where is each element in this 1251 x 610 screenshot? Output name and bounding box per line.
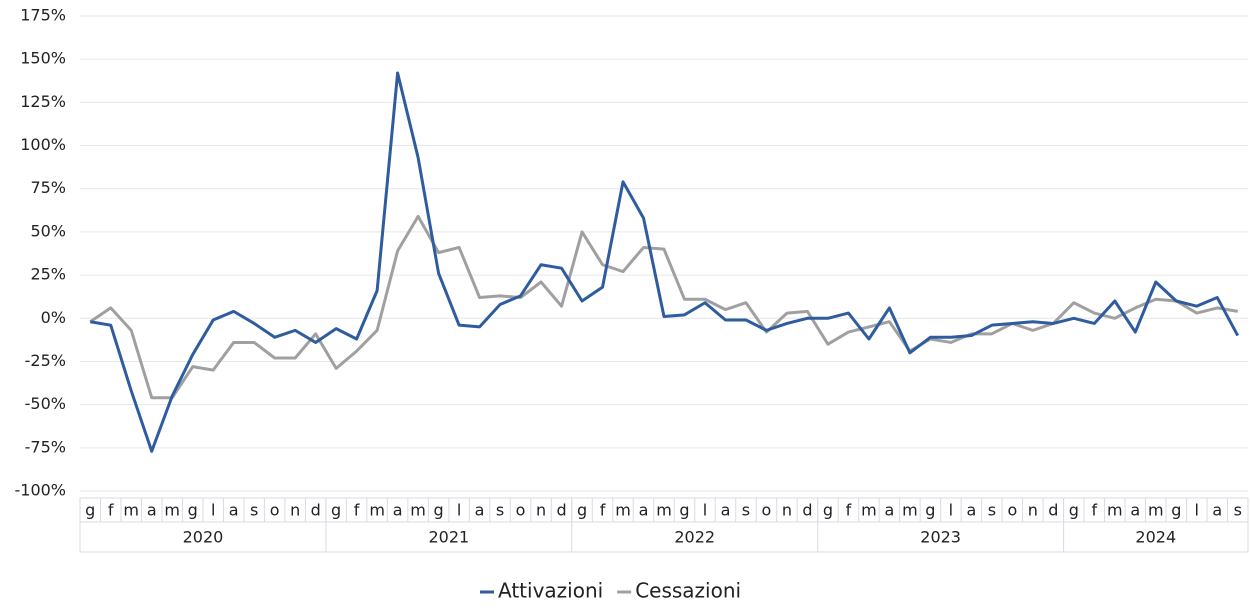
x-tick-label: a: [1130, 501, 1140, 520]
x-tick-label: o: [270, 501, 280, 520]
x-tick-label: m: [1148, 501, 1164, 520]
x-tick-label: o: [762, 501, 772, 520]
x-tick-label: a: [639, 501, 649, 520]
x-tick-label: m: [615, 501, 631, 520]
x-tick-label: d: [802, 501, 812, 520]
legend-label: Cessazioni: [635, 579, 741, 603]
x-tick-label: m: [656, 501, 672, 520]
year-label: 2022: [674, 528, 715, 547]
year-label: 2021: [428, 528, 469, 547]
y-tick-label: -25%: [25, 351, 66, 370]
x-tick-label: m: [861, 501, 877, 520]
x-tick-label: g: [331, 501, 341, 520]
x-tick-label: d: [311, 501, 321, 520]
series-line: [89, 214, 1238, 400]
year-label: 2020: [183, 528, 224, 547]
x-tick-label: d: [556, 501, 566, 520]
x-tick-label: s: [742, 501, 750, 520]
x-tick-label: n: [290, 501, 300, 520]
y-tick-label: 75%: [30, 178, 66, 197]
y-tick-label: 150%: [20, 49, 66, 68]
y-tick-label: 125%: [20, 92, 66, 111]
legend-label: Attivazioni: [498, 579, 603, 603]
x-tick-label: s: [496, 501, 504, 520]
x-tick-label: n: [782, 501, 792, 520]
x-tick-label: g: [679, 501, 689, 520]
x-tick-label: a: [229, 501, 239, 520]
x-tick-label: g: [925, 501, 935, 520]
y-tick-label: 100%: [20, 135, 66, 154]
x-tick-label: s: [250, 501, 258, 520]
x-tick-label: a: [884, 501, 894, 520]
x-tick-label: d: [1048, 501, 1058, 520]
x-tick-label: m: [1107, 501, 1123, 520]
x-tick-label: g: [1171, 501, 1181, 520]
y-tick-label: -75%: [25, 437, 66, 456]
x-tick-label: l: [211, 501, 215, 520]
x-tick-label: l: [703, 501, 707, 520]
x-tick-label: o: [516, 501, 526, 520]
y-tick-label: -50%: [25, 394, 66, 413]
y-tick-label: -100%: [14, 481, 66, 500]
x-tick-label: f: [846, 501, 852, 520]
x-tick-label: g: [823, 501, 833, 520]
x-tick-label: g: [577, 501, 587, 520]
x-tick-label: f: [600, 501, 606, 520]
y-tick-label: 0%: [41, 308, 66, 327]
x-tick-label: s: [1234, 501, 1242, 520]
x-tick-label: g: [188, 501, 198, 520]
x-tick-label: n: [536, 501, 546, 520]
x-tick-label: l: [457, 501, 461, 520]
x-tick-label: m: [902, 501, 918, 520]
year-label: 2024: [1135, 528, 1176, 547]
x-tick-label: o: [1007, 501, 1017, 520]
x-tick-label: a: [393, 501, 403, 520]
y-tick-label: 25%: [30, 265, 66, 284]
x-tick-label: m: [164, 501, 180, 520]
x-tick-label: a: [475, 501, 485, 520]
x-tick-label: n: [1028, 501, 1038, 520]
x-tick-label: l: [949, 501, 953, 520]
x-tick-label: a: [966, 501, 976, 520]
x-tick-label: l: [1195, 501, 1199, 520]
y-tick-label: 175%: [20, 6, 66, 25]
series-line: [90, 71, 1240, 453]
y-tick-label: 50%: [30, 221, 66, 240]
x-tick-label: f: [1091, 501, 1097, 520]
x-tick-label: a: [147, 501, 157, 520]
x-tick-label: m: [369, 501, 385, 520]
x-tick-label: m: [410, 501, 426, 520]
x-tick-label: m: [123, 501, 139, 520]
x-tick-label: a: [721, 501, 731, 520]
x-tick-label: a: [1212, 501, 1222, 520]
year-label: 2023: [920, 528, 961, 547]
x-tick-label: g: [1069, 501, 1079, 520]
x-tick-label: g: [434, 501, 444, 520]
x-tick-label: f: [354, 501, 360, 520]
x-tick-label: f: [108, 501, 114, 520]
x-tick-label: s: [988, 501, 996, 520]
x-tick-label: g: [85, 501, 95, 520]
